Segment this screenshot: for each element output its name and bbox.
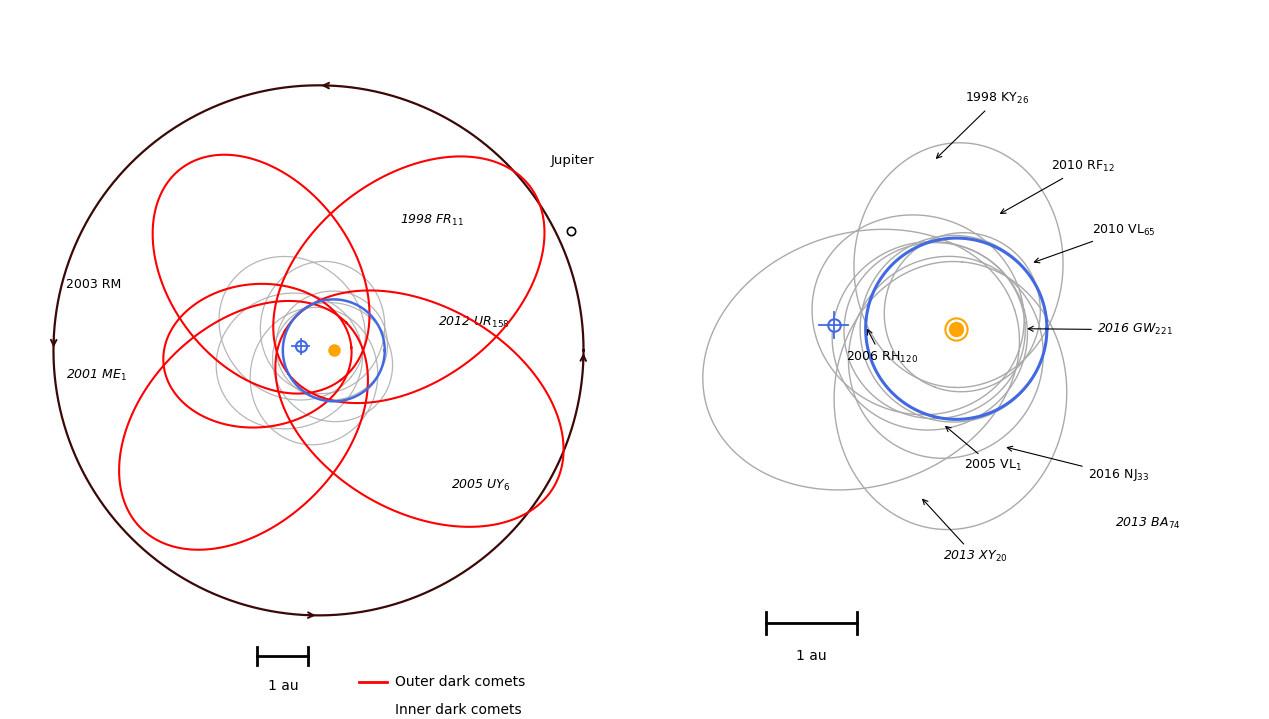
Text: 2013 BA$_{74}$: 2013 BA$_{74}$ (1115, 516, 1180, 531)
Text: 2005 VL$_1$: 2005 VL$_1$ (945, 426, 1022, 473)
Text: 2010 RF$_{12}$: 2010 RF$_{12}$ (1000, 159, 1115, 214)
Text: 1998 FR$_{11}$: 1998 FR$_{11}$ (400, 213, 464, 228)
Text: Jupiter: Jupiter (551, 154, 594, 167)
Text: 2016 NJ$_{33}$: 2016 NJ$_{33}$ (1008, 446, 1150, 483)
Text: 2013 XY$_{20}$: 2013 XY$_{20}$ (923, 500, 1008, 564)
Text: 2005 UY$_6$: 2005 UY$_6$ (450, 478, 510, 493)
Text: 2001 ME$_1$: 2001 ME$_1$ (66, 368, 127, 383)
Text: 1 au: 1 au (268, 679, 298, 693)
Text: 1998 KY$_{26}$: 1998 KY$_{26}$ (937, 91, 1029, 158)
Text: 2003 RM: 2003 RM (66, 278, 122, 290)
Text: 2006 RH$_{120}$: 2006 RH$_{120}$ (845, 329, 917, 365)
Text: Outer dark comets: Outer dark comets (395, 674, 525, 689)
Text: 2012 UR$_{158}$: 2012 UR$_{158}$ (438, 315, 510, 330)
Text: 2010 VL$_{65}$: 2010 VL$_{65}$ (1034, 223, 1156, 262)
Text: 1 au: 1 au (796, 649, 826, 663)
Text: 2016 GW$_{221}$: 2016 GW$_{221}$ (1028, 322, 1173, 337)
Text: Inner dark comets: Inner dark comets (395, 702, 522, 717)
